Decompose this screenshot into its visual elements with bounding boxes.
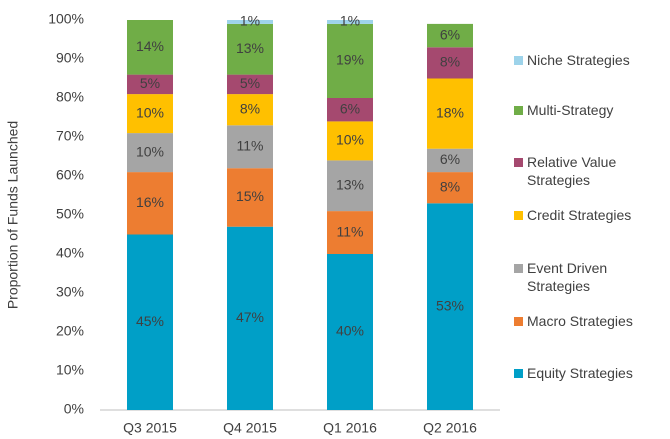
bar-segment bbox=[327, 98, 373, 122]
bar-segment bbox=[127, 133, 173, 173]
data-label: 11% bbox=[337, 223, 364, 239]
y-axis-label: Proportion of Funds Launched bbox=[5, 121, 21, 309]
y-tick-label: 80% bbox=[56, 89, 84, 105]
data-label: 47% bbox=[236, 309, 264, 325]
bar-segment bbox=[227, 226, 273, 410]
data-label: 1% bbox=[240, 13, 260, 29]
bar-segment bbox=[327, 23, 373, 98]
data-label: 10% bbox=[336, 132, 364, 148]
x-tick-label: Q4 2015 bbox=[223, 420, 277, 436]
data-label: 5% bbox=[240, 75, 260, 91]
legend-label: Equity Strategies bbox=[527, 365, 633, 381]
data-label: 6% bbox=[440, 151, 460, 167]
data-label: 6% bbox=[440, 26, 460, 42]
bar-segment bbox=[227, 20, 273, 24]
data-label: 6% bbox=[340, 100, 360, 116]
data-label: 8% bbox=[440, 54, 460, 70]
data-label: 45% bbox=[136, 313, 164, 329]
legend-label: Multi-Strategy bbox=[527, 102, 614, 118]
legend-swatch bbox=[514, 55, 523, 65]
data-label: 13% bbox=[336, 176, 364, 192]
bar-segment bbox=[127, 20, 173, 75]
data-label: 53% bbox=[436, 297, 464, 313]
bar-segment bbox=[427, 78, 473, 149]
bar-segment bbox=[227, 94, 273, 126]
bar-segment bbox=[227, 125, 273, 169]
bar-segment bbox=[127, 172, 173, 235]
bar-segment bbox=[427, 47, 473, 79]
bar-segment bbox=[127, 94, 173, 134]
bar-segment bbox=[427, 23, 473, 48]
data-label: 10% bbox=[136, 104, 164, 120]
legend-swatch bbox=[514, 105, 523, 115]
bar-segment bbox=[227, 168, 273, 227]
y-tick-label: 10% bbox=[56, 362, 84, 378]
bar-segment bbox=[427, 203, 473, 410]
bar-segment bbox=[327, 160, 373, 212]
y-tick-label: 40% bbox=[56, 245, 84, 261]
y-tick-label: 0% bbox=[64, 401, 84, 417]
bar-segment bbox=[427, 148, 473, 173]
data-label: 5% bbox=[140, 75, 160, 91]
data-label: 14% bbox=[136, 38, 164, 54]
data-label: 8% bbox=[440, 178, 460, 194]
data-label: 1% bbox=[340, 13, 360, 29]
legend-swatch bbox=[514, 368, 523, 378]
data-label: 40% bbox=[336, 323, 364, 339]
data-label: 19% bbox=[336, 52, 364, 68]
legend-swatch bbox=[514, 157, 523, 167]
legend-label: Credit Strategies bbox=[527, 207, 632, 223]
legend-label: Event Driven Strategies bbox=[527, 260, 608, 294]
y-tick-label: 50% bbox=[56, 206, 84, 222]
y-tick-label: 60% bbox=[56, 167, 84, 183]
y-tick-label: 70% bbox=[56, 128, 84, 144]
x-tick-label: Q2 2016 bbox=[423, 420, 477, 436]
data-label: 18% bbox=[436, 104, 464, 120]
data-label: 13% bbox=[236, 40, 264, 56]
legend-swatch bbox=[514, 316, 523, 326]
legend-label: Macro Strategies bbox=[527, 313, 633, 329]
data-label: 11% bbox=[237, 137, 264, 153]
bar-segment bbox=[127, 234, 173, 410]
y-tick-label: 30% bbox=[56, 284, 84, 300]
y-tick-label: 100% bbox=[48, 11, 84, 27]
bar-segment bbox=[127, 74, 173, 95]
data-label: 16% bbox=[136, 194, 164, 210]
bar-segment bbox=[427, 172, 473, 204]
legend-swatch bbox=[514, 210, 523, 220]
bar-segment bbox=[327, 254, 373, 410]
legend-swatch bbox=[514, 263, 523, 273]
y-tick-label: 90% bbox=[56, 50, 84, 66]
x-tick-label: Q1 2016 bbox=[323, 420, 377, 436]
data-label: 10% bbox=[136, 143, 164, 159]
bar-segment bbox=[227, 74, 273, 95]
data-label: 15% bbox=[236, 188, 264, 204]
bar-segment bbox=[327, 211, 373, 254]
legend-label: Relative Value Strategies bbox=[527, 154, 617, 188]
bar-segment bbox=[227, 23, 273, 75]
legend-label: Niche Strategies bbox=[527, 52, 630, 68]
data-label: 8% bbox=[240, 100, 260, 116]
bar-segment bbox=[327, 121, 373, 161]
bar-segment bbox=[327, 20, 373, 24]
x-tick-label: Q3 2015 bbox=[123, 420, 177, 436]
y-tick-label: 20% bbox=[56, 323, 84, 339]
